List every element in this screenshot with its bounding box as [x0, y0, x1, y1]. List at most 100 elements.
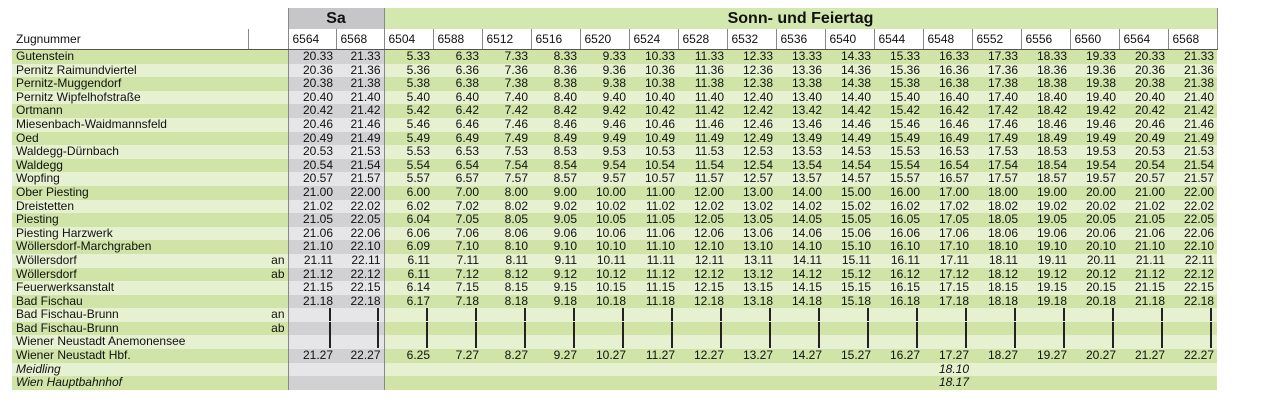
time-cell-sunday: 7.10	[455, 240, 479, 254]
train-number-sunday: 6516	[530, 29, 581, 50]
time-cell-sunday: 15.49	[889, 131, 920, 145]
station-name: Gutenstein	[16, 49, 75, 63]
time-cell-sunday: 19.11	[1037, 253, 1067, 267]
time-cell-sunday: 17.10	[938, 240, 969, 254]
time-cell-sunday: 10.54	[644, 158, 675, 172]
time-cell-sunday: 12.54	[742, 158, 773, 172]
time-cell-sunday: 9.42	[602, 104, 626, 118]
time-cell-sunday: 20.10	[1085, 240, 1116, 254]
time-cell-sunday: 10.46	[644, 117, 675, 131]
time-cell-sa: 21.49	[336, 131, 384, 146]
table-row: Bad Fischau 21.18 22.18 6.17 7.18 8.18 9.18 10.…	[12, 294, 1217, 309]
arrival-departure-marker	[248, 363, 288, 377]
time-cell-sunday: 12.36	[742, 63, 773, 77]
time-cell-sa: 22.05	[336, 213, 384, 227]
time-cell-sunday: 21.46	[1183, 117, 1214, 131]
time-cell-sunday	[923, 321, 972, 336]
time-cell-sunday: 18.10	[987, 240, 1018, 254]
table-row: Wopfing 20.57 21.57 5.57 6.57 7.57 8.57 9.57 10.…	[12, 172, 1217, 186]
train-number-sunday: 6540	[824, 29, 875, 50]
time-cell-sunday: 14.00	[791, 185, 822, 199]
time-cell-sunday: 6.49	[455, 131, 479, 145]
time-cell-sunday: 17.40	[987, 90, 1018, 104]
time-cell-sunday: 6.38	[455, 77, 479, 91]
time-cell-sunday: 21.06	[1134, 226, 1165, 240]
time-cell-sunday: 13.06	[742, 226, 773, 240]
time-cell-sunday	[1168, 308, 1217, 322]
time-cell-sunday: 10.33	[644, 49, 675, 63]
pass-through-bar	[1014, 335, 1016, 349]
time-cell-sunday: 20.33	[1134, 49, 1165, 63]
time-cell-sunday: 9.06	[553, 226, 577, 240]
pass-through-bar	[573, 308, 575, 322]
time-cell-sunday: 7.40	[504, 90, 528, 104]
arrival-departure-marker	[248, 200, 288, 214]
time-cell-sunday: 10.10	[595, 240, 626, 254]
time-cell-sunday: 12.53	[742, 145, 773, 159]
time-cell-sunday: 14.15	[791, 281, 822, 295]
time-cell-sunday: 10.36	[644, 63, 675, 77]
time-cell-sunday: 13.57	[791, 172, 822, 186]
time-cell-sunday: 17.53	[987, 145, 1018, 159]
time-cell-sunday: 7.06	[455, 226, 479, 240]
time-cell-sunday: 8.10	[504, 240, 528, 254]
time-cell-sunday: 12.02	[693, 199, 724, 213]
time-cell-sunday: 11.36	[694, 63, 724, 77]
time-cell-sa: 22.27	[336, 349, 384, 363]
time-cell-sunday: 13.00	[742, 185, 773, 199]
time-cell-sunday: 19.46	[1085, 117, 1116, 131]
time-cell-sunday: 5.46	[383, 117, 433, 132]
time-cell-sunday: 20.42	[1134, 104, 1165, 118]
time-cell-sunday: 7.54	[504, 158, 528, 172]
timetable-container: Sa Sonn- und Feiertag Zugnummer 6564 6568 650…	[12, 8, 1218, 390]
pass-through-bar	[1161, 308, 1163, 322]
time-cell-sunday: 14.49	[840, 131, 871, 145]
time-cell-sunday: 20.18	[1085, 294, 1116, 308]
time-cell-sunday: 11.57	[694, 172, 724, 186]
time-cell-sunday	[482, 363, 531, 377]
time-cell-sunday: 20.06	[1085, 226, 1116, 240]
station-name: Wöllersdorf	[16, 267, 77, 281]
time-cell-sunday: 6.46	[455, 117, 479, 131]
time-cell-sunday: 14.06	[791, 226, 822, 240]
time-cell-sunday	[383, 362, 433, 377]
time-cell-sunday: 17.46	[987, 117, 1018, 131]
time-cell-sunday: 12.33	[742, 49, 773, 63]
table-row: Bad Fischau-Brunn ab	[12, 321, 1217, 336]
time-cell-sunday: 11.12	[645, 267, 675, 281]
time-cell-sunday: 5.40	[383, 90, 433, 105]
pass-through-bar	[622, 335, 624, 349]
time-cell-sunday: 9.18	[553, 294, 577, 308]
time-cell-sunday	[1021, 363, 1070, 377]
time-cell-sunday: 14.05	[791, 213, 822, 227]
time-cell-sunday: 17.15	[938, 281, 969, 295]
arrival-departure-marker	[248, 159, 288, 173]
time-cell-sunday: 11.38	[694, 77, 724, 91]
pass-through-bar	[622, 321, 624, 335]
time-cell-sunday: 18.49	[1036, 131, 1067, 145]
time-cell-sunday	[383, 376, 433, 390]
time-cell-sunday: 12.18	[693, 294, 724, 308]
time-cell-sa: 20.49	[287, 131, 336, 146]
time-cell-sunday: 9.11	[554, 253, 577, 267]
time-cell-sunday: 10.57	[644, 172, 675, 186]
time-cell-sunday	[1168, 321, 1217, 336]
train-number-label: Zugnummer	[12, 29, 249, 50]
time-cell-sunday: 22.10	[1183, 240, 1214, 254]
time-cell-sunday: 16.49	[938, 131, 969, 145]
time-cell-sunday	[727, 308, 776, 322]
time-cell-sa: 22.18	[336, 294, 384, 309]
time-cell-sunday: 15.53	[889, 145, 920, 159]
time-cell-sunday: 18.15	[987, 281, 1018, 295]
train-number-sunday: 6564	[1118, 29, 1169, 50]
time-cell-sunday: 19.18	[1036, 294, 1067, 308]
arrival-departure-marker	[248, 50, 288, 64]
table-row: Pernitz-Muggendorf 20.38 21.38 5.38 6.38 7.38…	[12, 77, 1217, 91]
time-cell-sa: 21.46	[336, 117, 384, 132]
time-cell-sunday: 13.36	[791, 63, 822, 77]
time-cell-sunday: 19.06	[1036, 226, 1067, 240]
time-cell-sunday: 13.12	[742, 267, 773, 281]
time-cell-sunday: 17.57	[987, 172, 1018, 186]
time-cell-sunday: 7.15	[455, 281, 479, 295]
pass-through-bar	[1161, 321, 1163, 335]
